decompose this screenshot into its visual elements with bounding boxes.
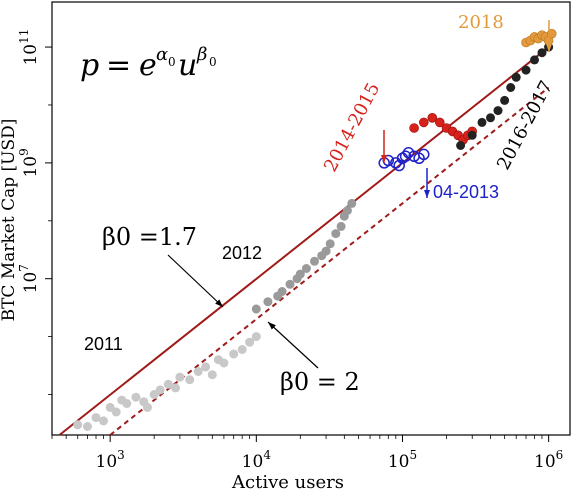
label-2012: 2012 [222, 243, 262, 263]
label-2014-2015: 2014-2015 [320, 79, 384, 175]
label-2011: 2011 [84, 334, 123, 354]
point-2014-2015-3 [434, 117, 445, 128]
point-2012-1 [263, 297, 273, 307]
point-2011-14 [171, 383, 180, 393]
y-tick-label-7: 107 [17, 264, 41, 293]
point-2011-19 [207, 370, 217, 380]
point-04-2013-3 [393, 159, 405, 172]
model-formula: p = e α 0 u β 0 [80, 44, 217, 83]
plot-frame [51, 1, 571, 436]
point-2016-2017-0 [456, 141, 466, 150]
label-beta-2: β0 = 2 [280, 368, 360, 396]
x-tick-label-4: 104 [242, 448, 272, 472]
label-04-2013: 04-2013 [433, 182, 499, 202]
point-2011-23 [237, 345, 247, 354]
point-2012-6 [295, 269, 305, 279]
point-2012-4 [285, 279, 295, 289]
point-2011-7 [122, 399, 132, 408]
y-tick-label-9: 109 [17, 148, 41, 177]
point-2011-22 [229, 349, 239, 359]
point-2016-2017-6 [506, 83, 516, 92]
label-2018: 2018 [458, 12, 504, 33]
point-2016-2017-5 [500, 95, 510, 105]
y-tick-label-11: 1011 [17, 29, 41, 66]
x-tick-label-3: 103 [96, 448, 125, 472]
formula-equals: = [106, 48, 131, 83]
point-2016-2017-8 [521, 65, 531, 75]
point-2011-3 [99, 416, 108, 426]
formula-exp1-sub: 0 [168, 55, 176, 69]
point-04-2013-5 [399, 150, 412, 163]
point-2016-2017-3 [486, 113, 495, 123]
point-2011-8 [131, 392, 141, 402]
point-2012-10 [321, 246, 331, 256]
point-2014-2015-2 [427, 113, 438, 123]
point-2016-2017-10 [537, 48, 547, 58]
point-2011-17 [193, 367, 203, 376]
point-2014-2015-0 [409, 123, 419, 133]
point-2012-13 [336, 221, 346, 231]
axis-ticks: 103 104 105 106 107 109 1011 [17, 29, 563, 472]
point-2011-18 [201, 362, 211, 372]
arrow-beta-2 [267, 321, 319, 369]
point-2012-15 [342, 206, 352, 216]
point-2011-1 [83, 422, 92, 431]
point-2012-16 [347, 198, 357, 208]
point-2011-21 [219, 358, 229, 368]
formula-base: e [139, 48, 157, 83]
arrow-beta-1-7 [167, 254, 224, 308]
point-2016-2017-7 [511, 72, 521, 82]
point-2014-2015-1 [418, 117, 429, 128]
x-tick-label-6: 106 [534, 448, 563, 472]
point-04-2013-6 [402, 146, 415, 159]
point-2011-25 [251, 332, 261, 342]
point-2012-0 [251, 304, 261, 314]
formula-exp2: β [196, 44, 207, 65]
point-2012-3 [277, 287, 287, 296]
point-2012-11 [325, 239, 335, 249]
point-2012-12 [331, 229, 341, 239]
formula-lhs: p [80, 48, 99, 83]
point-2011-16 [185, 375, 195, 385]
x-axis-label: Active users [231, 472, 344, 493]
point-2016-2017-2 [477, 117, 487, 127]
point-2011-11 [143, 402, 152, 412]
point-2012-7 [301, 264, 311, 273]
fit-line-beta-1-7 [58, 46, 550, 436]
point-2016-2017-4 [493, 106, 503, 116]
point-2011-2 [91, 413, 101, 423]
point-2011-12 [155, 385, 165, 395]
label-beta-1-7: β0 =1.7 [102, 223, 197, 251]
point-2011-5 [111, 407, 121, 417]
point-2016-2017-1 [467, 130, 477, 140]
formula-exp2-sub: 0 [209, 55, 217, 69]
point-2011-15 [175, 372, 185, 382]
point-2016-2017-9 [530, 55, 539, 65]
point-2011-13 [163, 379, 173, 389]
x-tick-label-5: 105 [388, 448, 417, 472]
point-2011-24 [245, 337, 255, 347]
point-2011-0 [73, 420, 83, 430]
formula-var: u [178, 48, 197, 83]
point-2012-8 [310, 256, 319, 266]
y-axis-label: BTC Market Cap [USD] [0, 119, 19, 322]
point-04-2013-9 [418, 148, 430, 161]
formula-exp1: α [156, 44, 168, 65]
label-2016-2017: 2016-2017 [493, 77, 557, 173]
